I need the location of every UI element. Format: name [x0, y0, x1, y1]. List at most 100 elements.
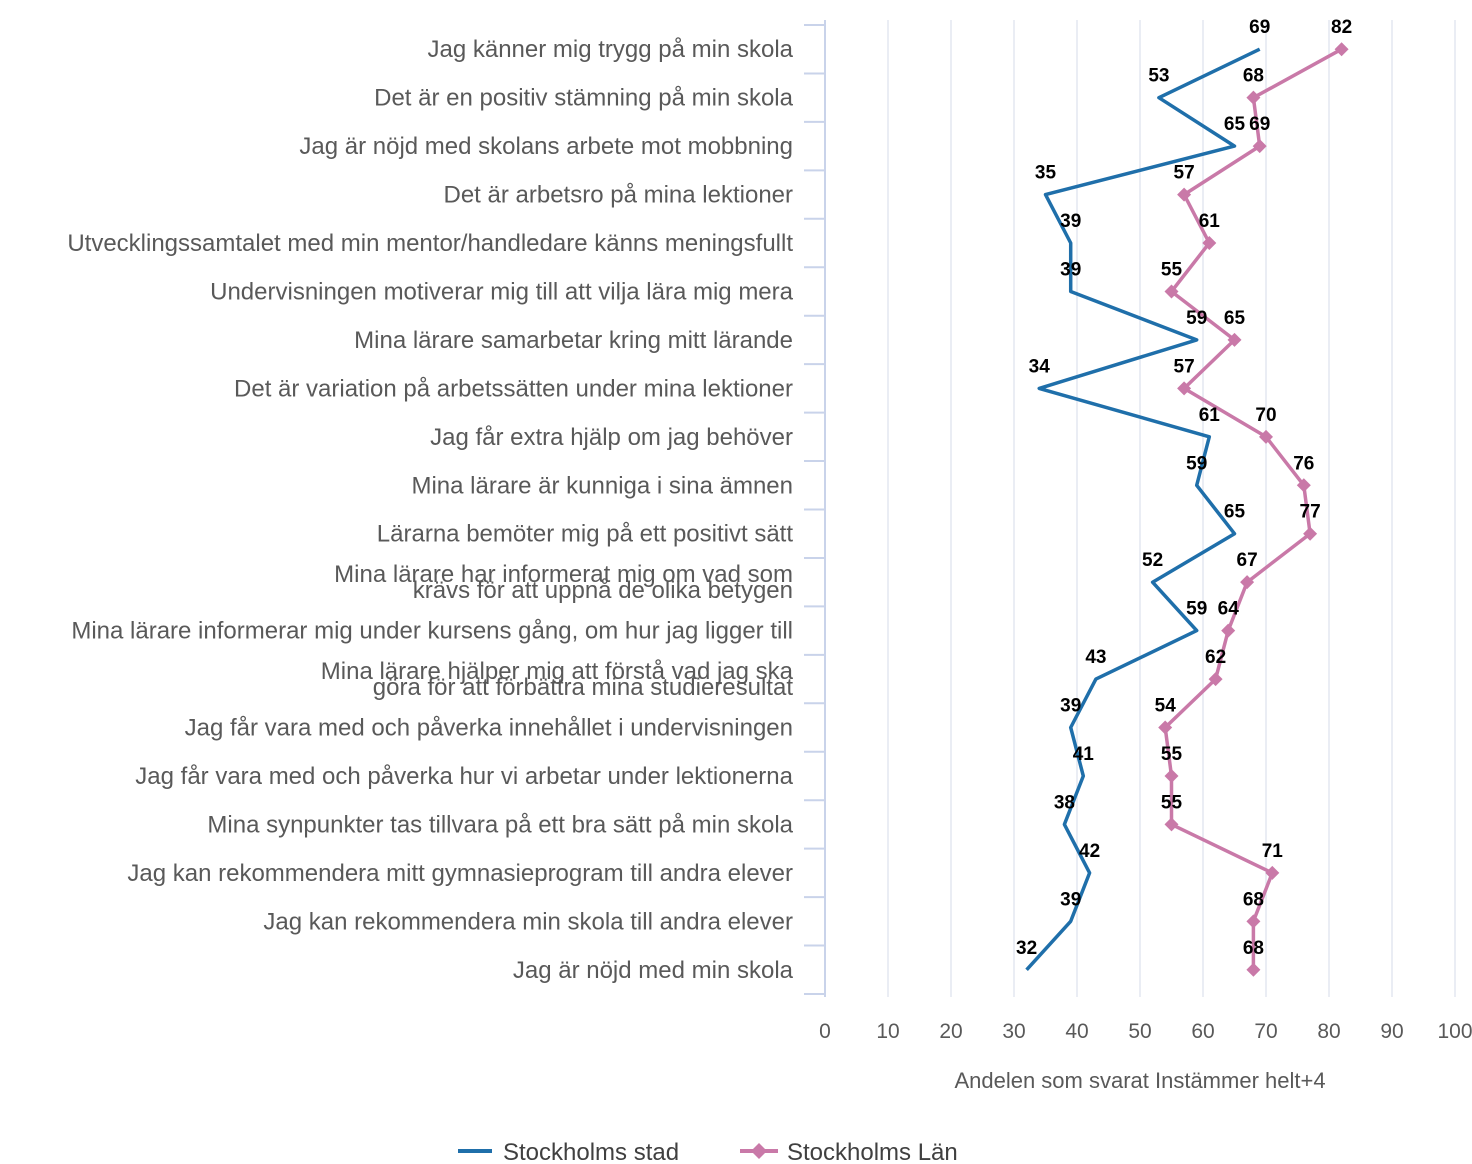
data-label: 35 [1035, 163, 1057, 184]
data-label: 39 [1060, 696, 1081, 717]
data-label: 65 [1224, 502, 1246, 523]
x-tick-label: 70 [1254, 1020, 1277, 1043]
category-label-line: krävs för att uppnå de olika betygen [413, 577, 793, 604]
x-tick-label: 10 [876, 1020, 899, 1043]
category-label: Det är arbetsro på mina lektioner [444, 182, 794, 209]
data-label: 68 [1243, 66, 1264, 87]
data-label: 64 [1218, 599, 1240, 620]
legend-label-stad: Stockholms stad [503, 1139, 679, 1164]
data-point-marker [1259, 429, 1273, 444]
x-tick-label: 20 [939, 1020, 962, 1043]
category-label: Mina lärare hjälper mig att förstå vad j… [321, 658, 794, 701]
category-label-line: Utvecklingssamtalet med min mentor/handl… [67, 230, 793, 257]
series [1025, 42, 1349, 977]
data-point-marker [1158, 720, 1173, 735]
data-point-marker [1164, 768, 1179, 783]
category-label-line: Jag känner mig trygg på min skola [427, 36, 793, 63]
category-label-line: Mina lärare samarbetar kring mitt lärand… [354, 327, 793, 354]
data-point-marker [1208, 672, 1223, 687]
legend-label-lan: Stockholms Län [787, 1139, 958, 1164]
x-axis-title: Andelen som svarat Instämmer helt+4 [954, 1068, 1325, 1093]
category-label: Jag får extra hjälp om jag behöver [430, 424, 793, 451]
data-point-marker [1240, 575, 1255, 590]
x-tick-label: 50 [1128, 1020, 1151, 1043]
data-point-marker [1252, 139, 1267, 154]
data-label: 52 [1142, 550, 1163, 571]
category-label: Jag kan rekommendera mitt gymnasieprogra… [127, 860, 793, 887]
data-label: 54 [1155, 696, 1177, 717]
category-label-line: Det är variation på arbetssätten under m… [234, 375, 793, 402]
category-label-line: Jag får vara med och påverka hur vi arbe… [135, 763, 793, 790]
data-label: 55 [1161, 744, 1183, 765]
category-label-line: Undervisningen motiverar mig till att vi… [210, 278, 794, 305]
data-label: 55 [1161, 259, 1183, 280]
data-point-marker [1227, 332, 1242, 347]
data-label: 39 [1060, 889, 1081, 910]
data-label: 71 [1262, 841, 1284, 862]
data-label: 62 [1205, 647, 1226, 668]
category-label-line: Mina lärare informerar mig under kursens… [71, 618, 793, 645]
category-label: Mina lärare är kunniga i sina ämnen [411, 472, 793, 499]
x-tick-label: 40 [1065, 1020, 1088, 1043]
data-point-marker [1246, 914, 1261, 929]
data-point-marker [1334, 42, 1349, 57]
data-label: 53 [1148, 66, 1169, 87]
data-label: 55 [1161, 792, 1183, 813]
legend-lan-diamond-icon [751, 1143, 767, 1159]
data-label: 65 [1224, 308, 1246, 329]
data-label: 77 [1300, 502, 1321, 523]
data-label: 70 [1255, 405, 1276, 426]
category-label-line: Lärarna bemöter mig på ett positivt sätt [377, 521, 794, 548]
data-label: 42 [1079, 841, 1100, 862]
category-label-line: Mina lärare hjälper mig att förstå vad j… [321, 658, 794, 685]
category-label: Det är en positiv stämning på min skola [374, 85, 794, 112]
category-label-line: Jag kan rekommendera min skola till andr… [263, 908, 793, 935]
data-label: 65 [1224, 114, 1246, 135]
data-point-marker [1202, 236, 1217, 251]
data-point-marker [1265, 865, 1280, 880]
x-tick-label: 60 [1191, 1020, 1214, 1043]
data-labels: 69 53 65 35 39 39 59 34 61 59 65 52 59 43 39 41 38 42 39 32… [1016, 17, 1352, 959]
category-label: Det är variation på arbetssätten under m… [234, 375, 793, 402]
x-tick-label: 80 [1317, 1020, 1340, 1043]
category-label-line: Mina synpunkter tas tillvara på ett bra … [207, 811, 793, 838]
data-label: 34 [1029, 356, 1051, 377]
category-label-line: Jag är nöjd med skolans arbete mot mobbn… [299, 133, 793, 160]
data-label: 39 [1060, 259, 1081, 280]
category-label: Mina lärare har informerat mig om vad so… [334, 561, 793, 604]
data-point-marker [1221, 623, 1236, 638]
data-point-marker [1177, 187, 1192, 202]
data-label: 61 [1199, 405, 1221, 426]
data-label: 67 [1237, 550, 1258, 571]
category-label-line: Det är arbetsro på mina lektioner [444, 182, 794, 209]
data-label: 68 [1243, 938, 1264, 959]
category-label: Jag får vara med och påverka hur vi arbe… [135, 763, 793, 790]
category-label: Mina synpunkter tas tillvara på ett bra … [207, 811, 793, 838]
data-label: 76 [1293, 453, 1314, 474]
category-label: Jag får vara med och påverka innehållet … [185, 715, 793, 742]
series-line-lan [1163, 47, 1343, 970]
x-tick-label: 100 [1437, 1020, 1472, 1043]
category-label-line: Jag får vara med och påverka innehållet … [185, 715, 793, 742]
category-label-line: Mina lärare har informerat mig om vad so… [334, 561, 793, 588]
y-axis [804, 20, 826, 997]
category-label: Jag kan rekommendera min skola till andr… [263, 908, 793, 935]
category-label-line: Mina lärare är kunniga i sina ämnen [411, 472, 793, 499]
data-label: 38 [1054, 792, 1075, 813]
data-label: 59 [1186, 308, 1207, 329]
category-label: Utvecklingssamtalet med min mentor/handl… [67, 230, 793, 257]
category-label: Jag är nöjd med min skola [513, 957, 794, 984]
data-label: 69 [1249, 17, 1270, 38]
data-point-marker [1246, 962, 1261, 977]
data-label: 41 [1073, 744, 1095, 765]
data-label: 39 [1060, 211, 1081, 232]
data-label: 61 [1199, 211, 1221, 232]
x-tick-label: 0 [819, 1020, 831, 1043]
data-label: 59 [1186, 599, 1207, 620]
category-label: Lärarna bemöter mig på ett positivt sätt [377, 521, 794, 548]
data-point-marker [1246, 90, 1261, 105]
x-tick-label: 90 [1380, 1020, 1403, 1043]
category-label-line: göra för att förbättra mina studieresult… [373, 674, 794, 701]
x-tick-label: 30 [1002, 1020, 1025, 1043]
